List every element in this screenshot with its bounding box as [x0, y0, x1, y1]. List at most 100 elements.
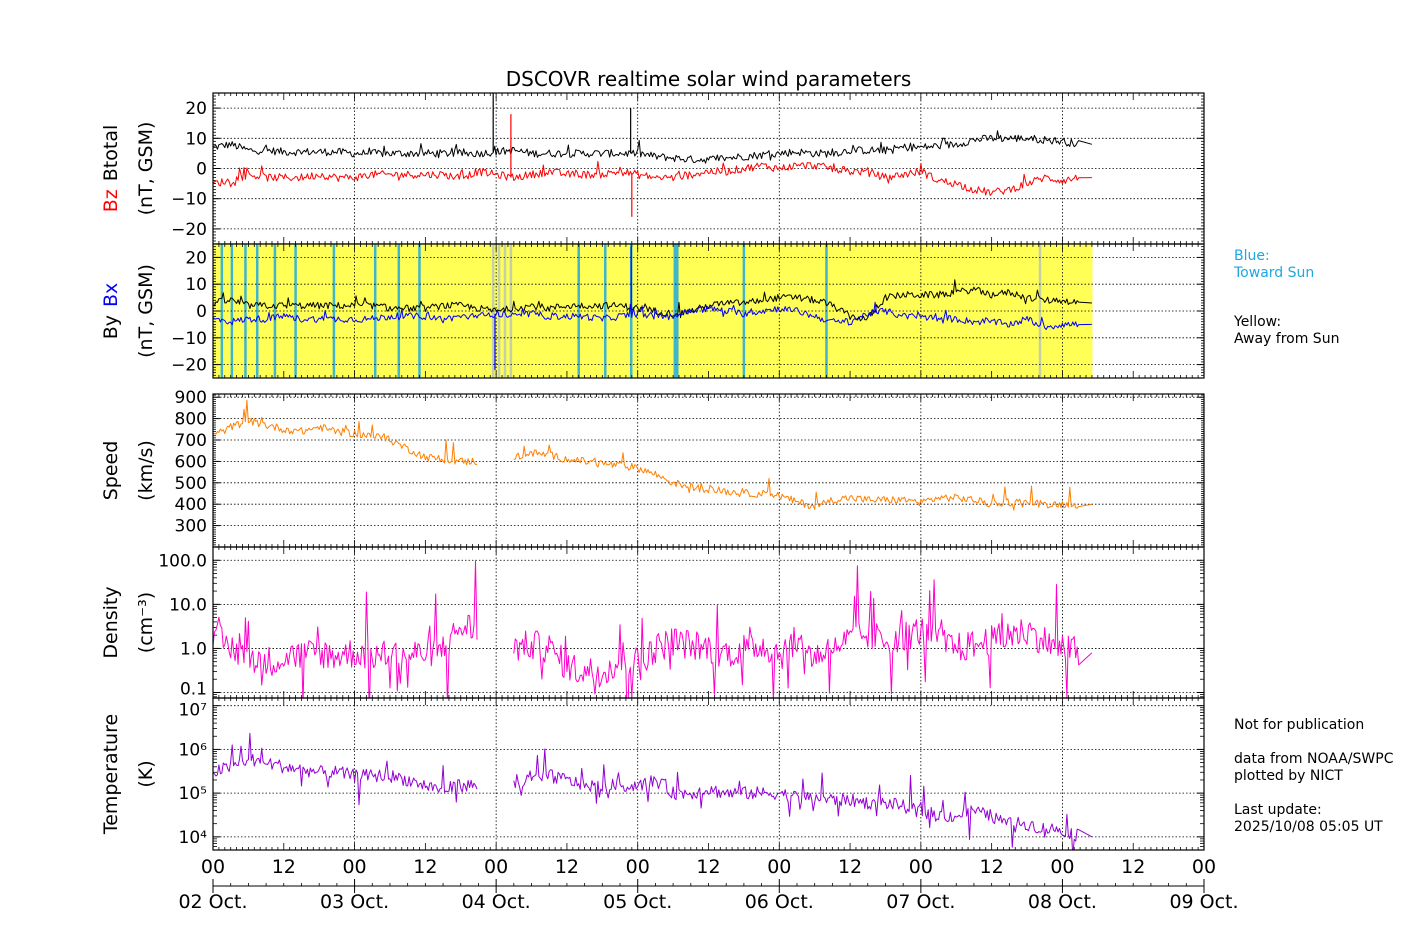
y-axis-units: (nT, GSM): [135, 122, 157, 216]
y-tick-label: 300: [175, 517, 207, 537]
series-temperature: [213, 732, 1093, 850]
panel-frame: [212, 697, 1205, 851]
x-tick-label: 00: [767, 856, 791, 878]
x-date-label: 03 Oct.: [320, 891, 389, 913]
y-tick-label: 0: [196, 302, 207, 322]
series-group: [213, 560, 1093, 698]
panel-frame: [212, 393, 1205, 548]
y-axis-label-part: Bx: [100, 283, 122, 307]
plotted-by: plotted by NICT: [1234, 768, 1343, 784]
series-group: [213, 399, 1092, 511]
sector-stripe-toward: [220, 244, 224, 378]
y-tick-label: 800: [175, 410, 207, 430]
legend-blue-desc: Toward Sun: [1234, 265, 1315, 281]
y-axis-label-part: Speed: [100, 441, 122, 501]
x-tick-label: 12: [555, 856, 579, 878]
x-date-label: 09 Oct.: [1169, 891, 1238, 913]
last-update-value: 2025/10/08 05:05 UT: [1234, 819, 1383, 835]
y-axis-units: (km/s): [135, 440, 157, 501]
panel-density: 100.0 10.0 1.0 0.1 Density (cm⁻³): [100, 546, 1205, 700]
panel-mag-components: 20 10 0 −10 −20 By Bx (nT, GSM): [100, 243, 1205, 379]
y-tick-label: 700: [175, 431, 207, 451]
x-tick-label: 00: [484, 856, 508, 878]
legend-blue-label: Blue:: [1234, 248, 1270, 264]
y-axis-label: Speed: [100, 441, 122, 501]
y-tick-label: 10: [185, 275, 207, 295]
series-bz: [213, 160, 1092, 196]
panel-temperature: 10⁷ 10⁶ 10⁵ 10⁴ Temperature (K): [100, 697, 1205, 851]
x-tick-label: 00: [1192, 856, 1216, 878]
x-tick-label: 12: [272, 856, 296, 878]
y-axis-label-part: Temperature: [100, 714, 122, 835]
sector-stripe-toward: [294, 244, 297, 378]
y-tick-label: −20: [171, 220, 207, 240]
y-tick-label: 500: [175, 474, 207, 494]
y-axis-label: Temperature: [100, 714, 122, 835]
notes: Not for publication data from NOAA/SWPC …: [1234, 717, 1393, 836]
series-speed: [213, 399, 1092, 511]
x-date-label: 04 Oct.: [462, 891, 531, 913]
y-tick-label: 1.0: [180, 639, 207, 659]
y-axis-label-part: Density: [100, 586, 122, 658]
y-axis-label: Density: [100, 586, 122, 658]
panel-frame: [212, 243, 1205, 379]
x-tick-label: 12: [980, 856, 1004, 878]
legend-away: Yellow: Away from Sun: [1234, 314, 1339, 348]
x-date-label: 06 Oct.: [745, 891, 814, 913]
x-tick-label: 12: [413, 856, 437, 878]
series-density: [213, 560, 1093, 698]
legend-toward: Blue: Toward Sun: [1234, 248, 1314, 282]
y-axis-units: (nT, GSM): [135, 264, 157, 358]
panel-frame: [212, 92, 1205, 245]
sector-stripe-toward: [742, 244, 746, 378]
sector-stripe-toward: [577, 244, 580, 378]
series-btotal: [213, 130, 1093, 164]
y-tick-label: 400: [175, 495, 207, 515]
legend-yellow-desc: Away from Sun: [1234, 331, 1340, 347]
y-tick-label: 10.0: [169, 595, 207, 615]
y-tick-label: 20: [185, 248, 207, 268]
x-tick-label: 00: [201, 856, 225, 878]
x-date-label: 08 Oct.: [1028, 891, 1097, 913]
not-for-publication: Not for publication: [1234, 717, 1365, 733]
chart-title: DSCOVR realtime solar wind parameters: [506, 67, 912, 91]
x-tick-label: 12: [1121, 856, 1145, 878]
sector-stripe-toward: [418, 244, 421, 378]
y-axis-units: (K): [135, 760, 157, 787]
series-by: [213, 279, 1092, 322]
y-tick-label: 20: [185, 99, 207, 119]
y-tick-label: 900: [175, 388, 207, 408]
x-date-label: 05 Oct.: [603, 891, 672, 913]
x-tick-label: 00: [342, 856, 366, 878]
y-axis-label: Bz Btotal: [100, 125, 122, 213]
y-tick-label: 10: [185, 129, 207, 149]
y-tick-label: 0: [196, 160, 207, 180]
sector-stripe-toward: [332, 244, 336, 378]
legend-yellow-label: Yellow:: [1234, 314, 1282, 330]
x-tick-label: 00: [626, 856, 650, 878]
y-axis-label: By Bx: [100, 283, 122, 340]
x-axis: 00 12 00 12 00 12 00 12 00 12 00 12 00 12 00 02 Oct. 03 …: [178, 856, 1238, 913]
sector-stripe-toward: [273, 244, 277, 378]
x-tick-label: 00: [909, 856, 933, 878]
x-date-label: 07 Oct.: [886, 891, 955, 913]
y-axis-label-part: By: [100, 315, 122, 339]
series-group: [213, 732, 1093, 850]
data-source: data from NOAA/SWPC: [1234, 751, 1394, 767]
sector-stripe-toward: [255, 244, 259, 378]
x-tick-label: 12: [838, 856, 862, 878]
y-tick-label: 100.0: [158, 551, 207, 571]
y-tick-label: 10⁴: [179, 828, 208, 848]
y-tick-label: 10⁵: [179, 784, 207, 804]
panel-mag-total: 20 10 0 −10 −20 Bz Btotal (nT, GSM): [100, 92, 1205, 245]
y-tick-label: 600: [175, 452, 207, 472]
y-tick-label: 0.1: [180, 680, 207, 700]
x-tick-label: 12: [696, 856, 720, 878]
y-tick-label: 10⁶: [179, 740, 208, 760]
y-tick-label: −20: [171, 356, 207, 376]
series-bx: [213, 301, 1092, 330]
last-update-label: Last update:: [1234, 802, 1322, 818]
series-group: [213, 93, 1093, 217]
